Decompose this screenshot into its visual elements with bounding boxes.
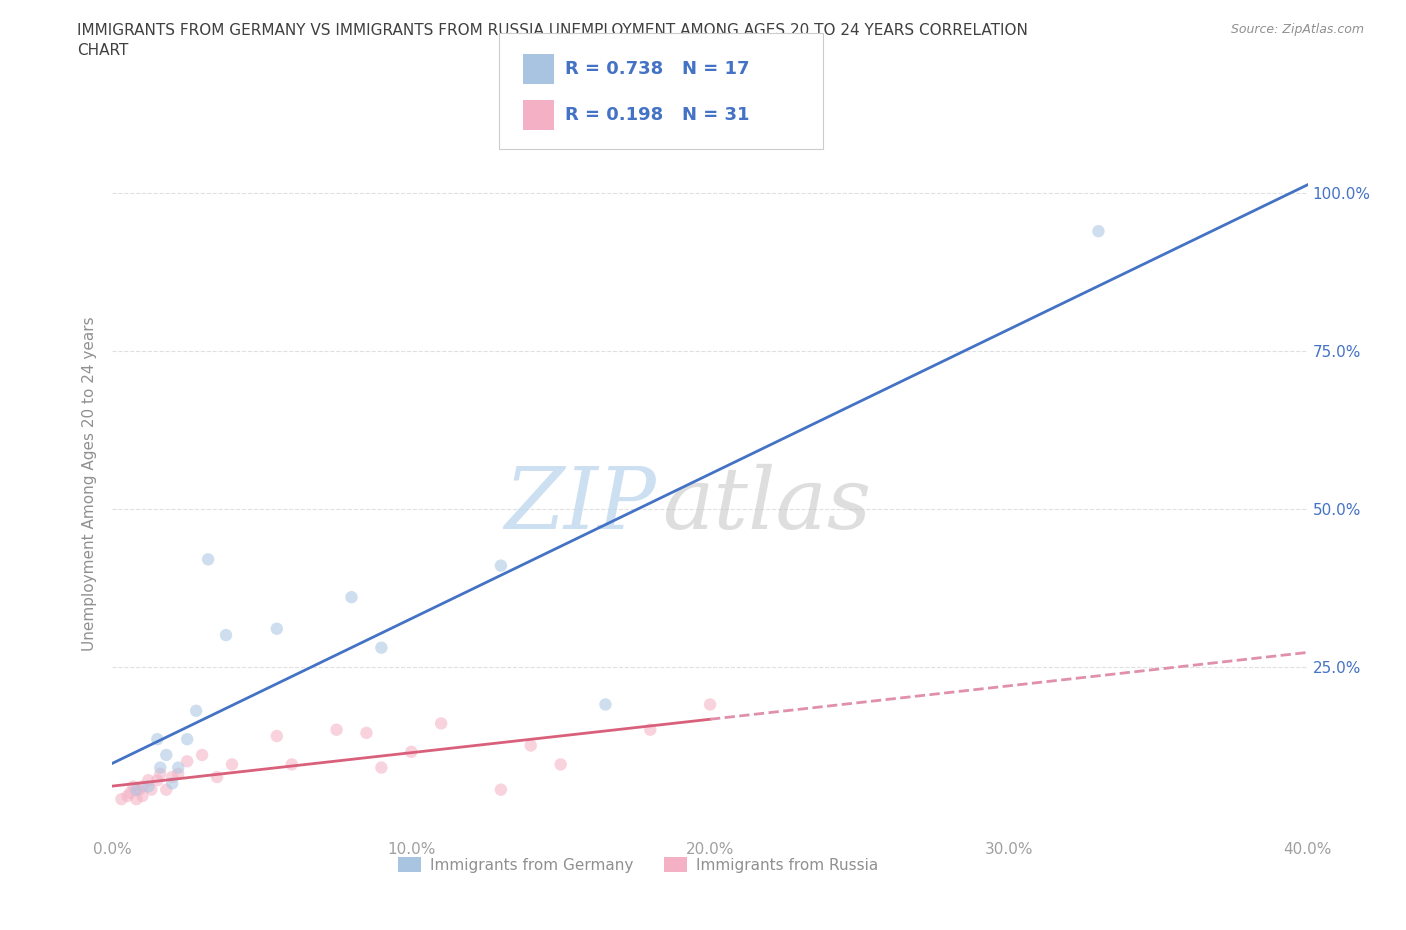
Point	[149, 766, 172, 781]
Point	[370, 640, 392, 655]
Point	[699, 698, 721, 712]
Point	[356, 725, 378, 740]
Text: R = 0.198   N = 31: R = 0.198 N = 31	[565, 106, 749, 125]
Point	[167, 760, 190, 775]
Y-axis label: Unemployment Among Ages 20 to 24 years: Unemployment Among Ages 20 to 24 years	[82, 316, 97, 651]
Point	[167, 766, 190, 781]
Point	[489, 782, 512, 797]
Point	[550, 757, 572, 772]
Point	[197, 551, 219, 566]
Point	[176, 754, 198, 769]
Point	[186, 703, 208, 718]
Point	[520, 738, 543, 753]
Point	[120, 785, 142, 800]
Point	[162, 770, 183, 785]
Point	[191, 748, 214, 763]
Text: R = 0.738   N = 17: R = 0.738 N = 17	[565, 60, 749, 78]
Point	[1087, 224, 1109, 239]
Point	[146, 732, 169, 747]
Point	[325, 723, 347, 737]
Text: ZIP: ZIP	[505, 463, 657, 546]
Point	[370, 760, 392, 775]
Point	[205, 770, 228, 785]
Point	[155, 748, 177, 763]
Point	[125, 791, 148, 806]
Point	[110, 791, 132, 806]
Point	[430, 716, 453, 731]
Point	[128, 782, 150, 797]
Point	[266, 621, 288, 636]
Point	[138, 779, 160, 794]
Point	[162, 776, 183, 790]
Text: IMMIGRANTS FROM GERMANY VS IMMIGRANTS FROM RUSSIA UNEMPLOYMENT AMONG AGES 20 TO : IMMIGRANTS FROM GERMANY VS IMMIGRANTS FR…	[77, 23, 1028, 58]
Point	[141, 782, 163, 797]
Text: atlas: atlas	[662, 463, 872, 546]
Point	[131, 789, 153, 804]
Point	[125, 782, 148, 797]
Point	[117, 789, 139, 804]
Point	[146, 773, 169, 788]
Point	[131, 779, 153, 794]
Point	[122, 779, 145, 794]
Point	[401, 744, 423, 759]
Text: Source: ZipAtlas.com: Source: ZipAtlas.com	[1230, 23, 1364, 36]
Point	[149, 760, 172, 775]
Point	[640, 723, 662, 737]
Point	[595, 698, 617, 712]
Point	[340, 590, 363, 604]
Point	[281, 757, 304, 772]
Point	[138, 773, 160, 788]
Point	[215, 628, 238, 643]
Point	[221, 757, 243, 772]
Point	[266, 728, 288, 743]
Point	[489, 558, 512, 573]
Point	[176, 732, 198, 747]
Legend: Immigrants from Germany, Immigrants from Russia: Immigrants from Germany, Immigrants from…	[392, 851, 884, 879]
Point	[155, 782, 177, 797]
